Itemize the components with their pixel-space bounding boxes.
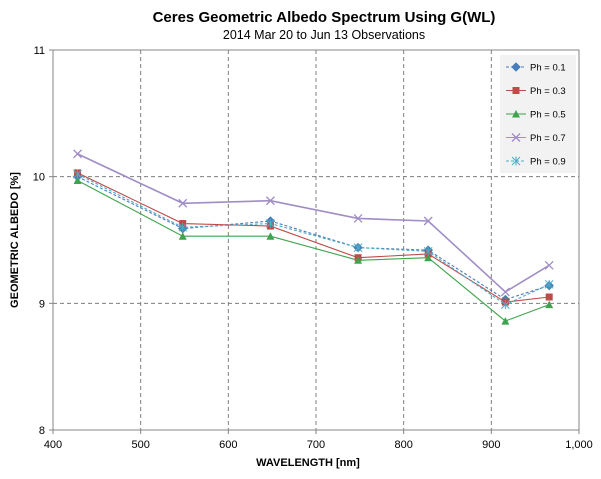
x-tick-label: 800 (394, 439, 412, 451)
legend-label: Ph = 0.5 (530, 110, 566, 121)
data-point (178, 198, 188, 208)
data-point (423, 216, 433, 226)
x-tick-label: 700 (307, 439, 325, 451)
legend-marker (511, 133, 521, 142)
data-point (501, 300, 510, 310)
data-point (265, 196, 275, 206)
legend-label: Ph = 0.1 (530, 63, 566, 74)
chart-title: Ceres Geometric Albedo Spectrum Using G(… (153, 9, 496, 26)
legend-marker (511, 62, 521, 72)
data-point (353, 243, 363, 253)
data-point (73, 176, 82, 184)
data-point (73, 149, 83, 159)
legend: Ph = 0.1 Ph = 0.3 Ph = 0.5 Ph = 0.7 Ph = 0.9 (500, 55, 576, 173)
x-axis-title: WAVELENGTH [nm] (256, 457, 360, 469)
series-0 (72, 171, 555, 305)
legend-label: Ph = 0.9 (530, 157, 566, 168)
legend-label: Ph = 0.7 (530, 133, 566, 144)
data-point (545, 300, 554, 309)
series-4 (73, 169, 554, 310)
data-point (266, 232, 275, 240)
series-line (77, 179, 550, 322)
gridlines (53, 50, 579, 430)
data-point (353, 214, 363, 223)
x-tick-label: 1,000 (565, 439, 593, 451)
x-tick-label: 500 (131, 439, 149, 451)
series-3 (73, 149, 554, 297)
y-axis-title: GEOMETRIC ALBEDO [%] (9, 172, 21, 308)
data-point (501, 317, 510, 325)
data-point (545, 293, 553, 301)
x-tick-label: 600 (219, 439, 237, 451)
legend-marker (512, 110, 520, 118)
legend-marker (511, 156, 521, 166)
y-tick-label: 10 (33, 172, 45, 184)
legend-entry: Ph = 0.9 (506, 156, 566, 168)
data-point (544, 260, 554, 270)
data-point (354, 256, 363, 264)
data-point (423, 246, 433, 256)
series-2 (73, 176, 554, 325)
legend-label: Ph = 0.3 (530, 86, 566, 97)
data-point (424, 253, 433, 262)
legend-marker (512, 87, 520, 94)
y-tick-label: 11 (34, 45, 45, 57)
data-point (178, 222, 188, 232)
legend-entry: Ph = 0.3 (506, 86, 566, 97)
series-layer (72, 149, 555, 325)
y-tick-label: 9 (39, 298, 45, 310)
y-tick-label: 8 (39, 425, 45, 437)
x-tick-label: 400 (44, 439, 62, 451)
series-line (77, 153, 550, 293)
chart-subtitle: 2014 Mar 20 to Jun 13 Observations (223, 28, 425, 42)
data-point (544, 279, 554, 289)
legend-entry: Ph = 0.7 (506, 133, 566, 144)
data-point (266, 219, 275, 229)
x-tick-label: 900 (482, 439, 500, 451)
data-point (73, 169, 82, 179)
series-1 (74, 169, 553, 306)
legend-entry: Ph = 0.1 (506, 62, 566, 74)
legend-entry: Ph = 0.5 (506, 110, 566, 121)
data-point (178, 232, 187, 240)
series-line (77, 176, 550, 301)
tick-labels: 400 500 600 700 800 900 1,000 8 9 10 11 (33, 45, 593, 451)
data-point (500, 287, 510, 297)
